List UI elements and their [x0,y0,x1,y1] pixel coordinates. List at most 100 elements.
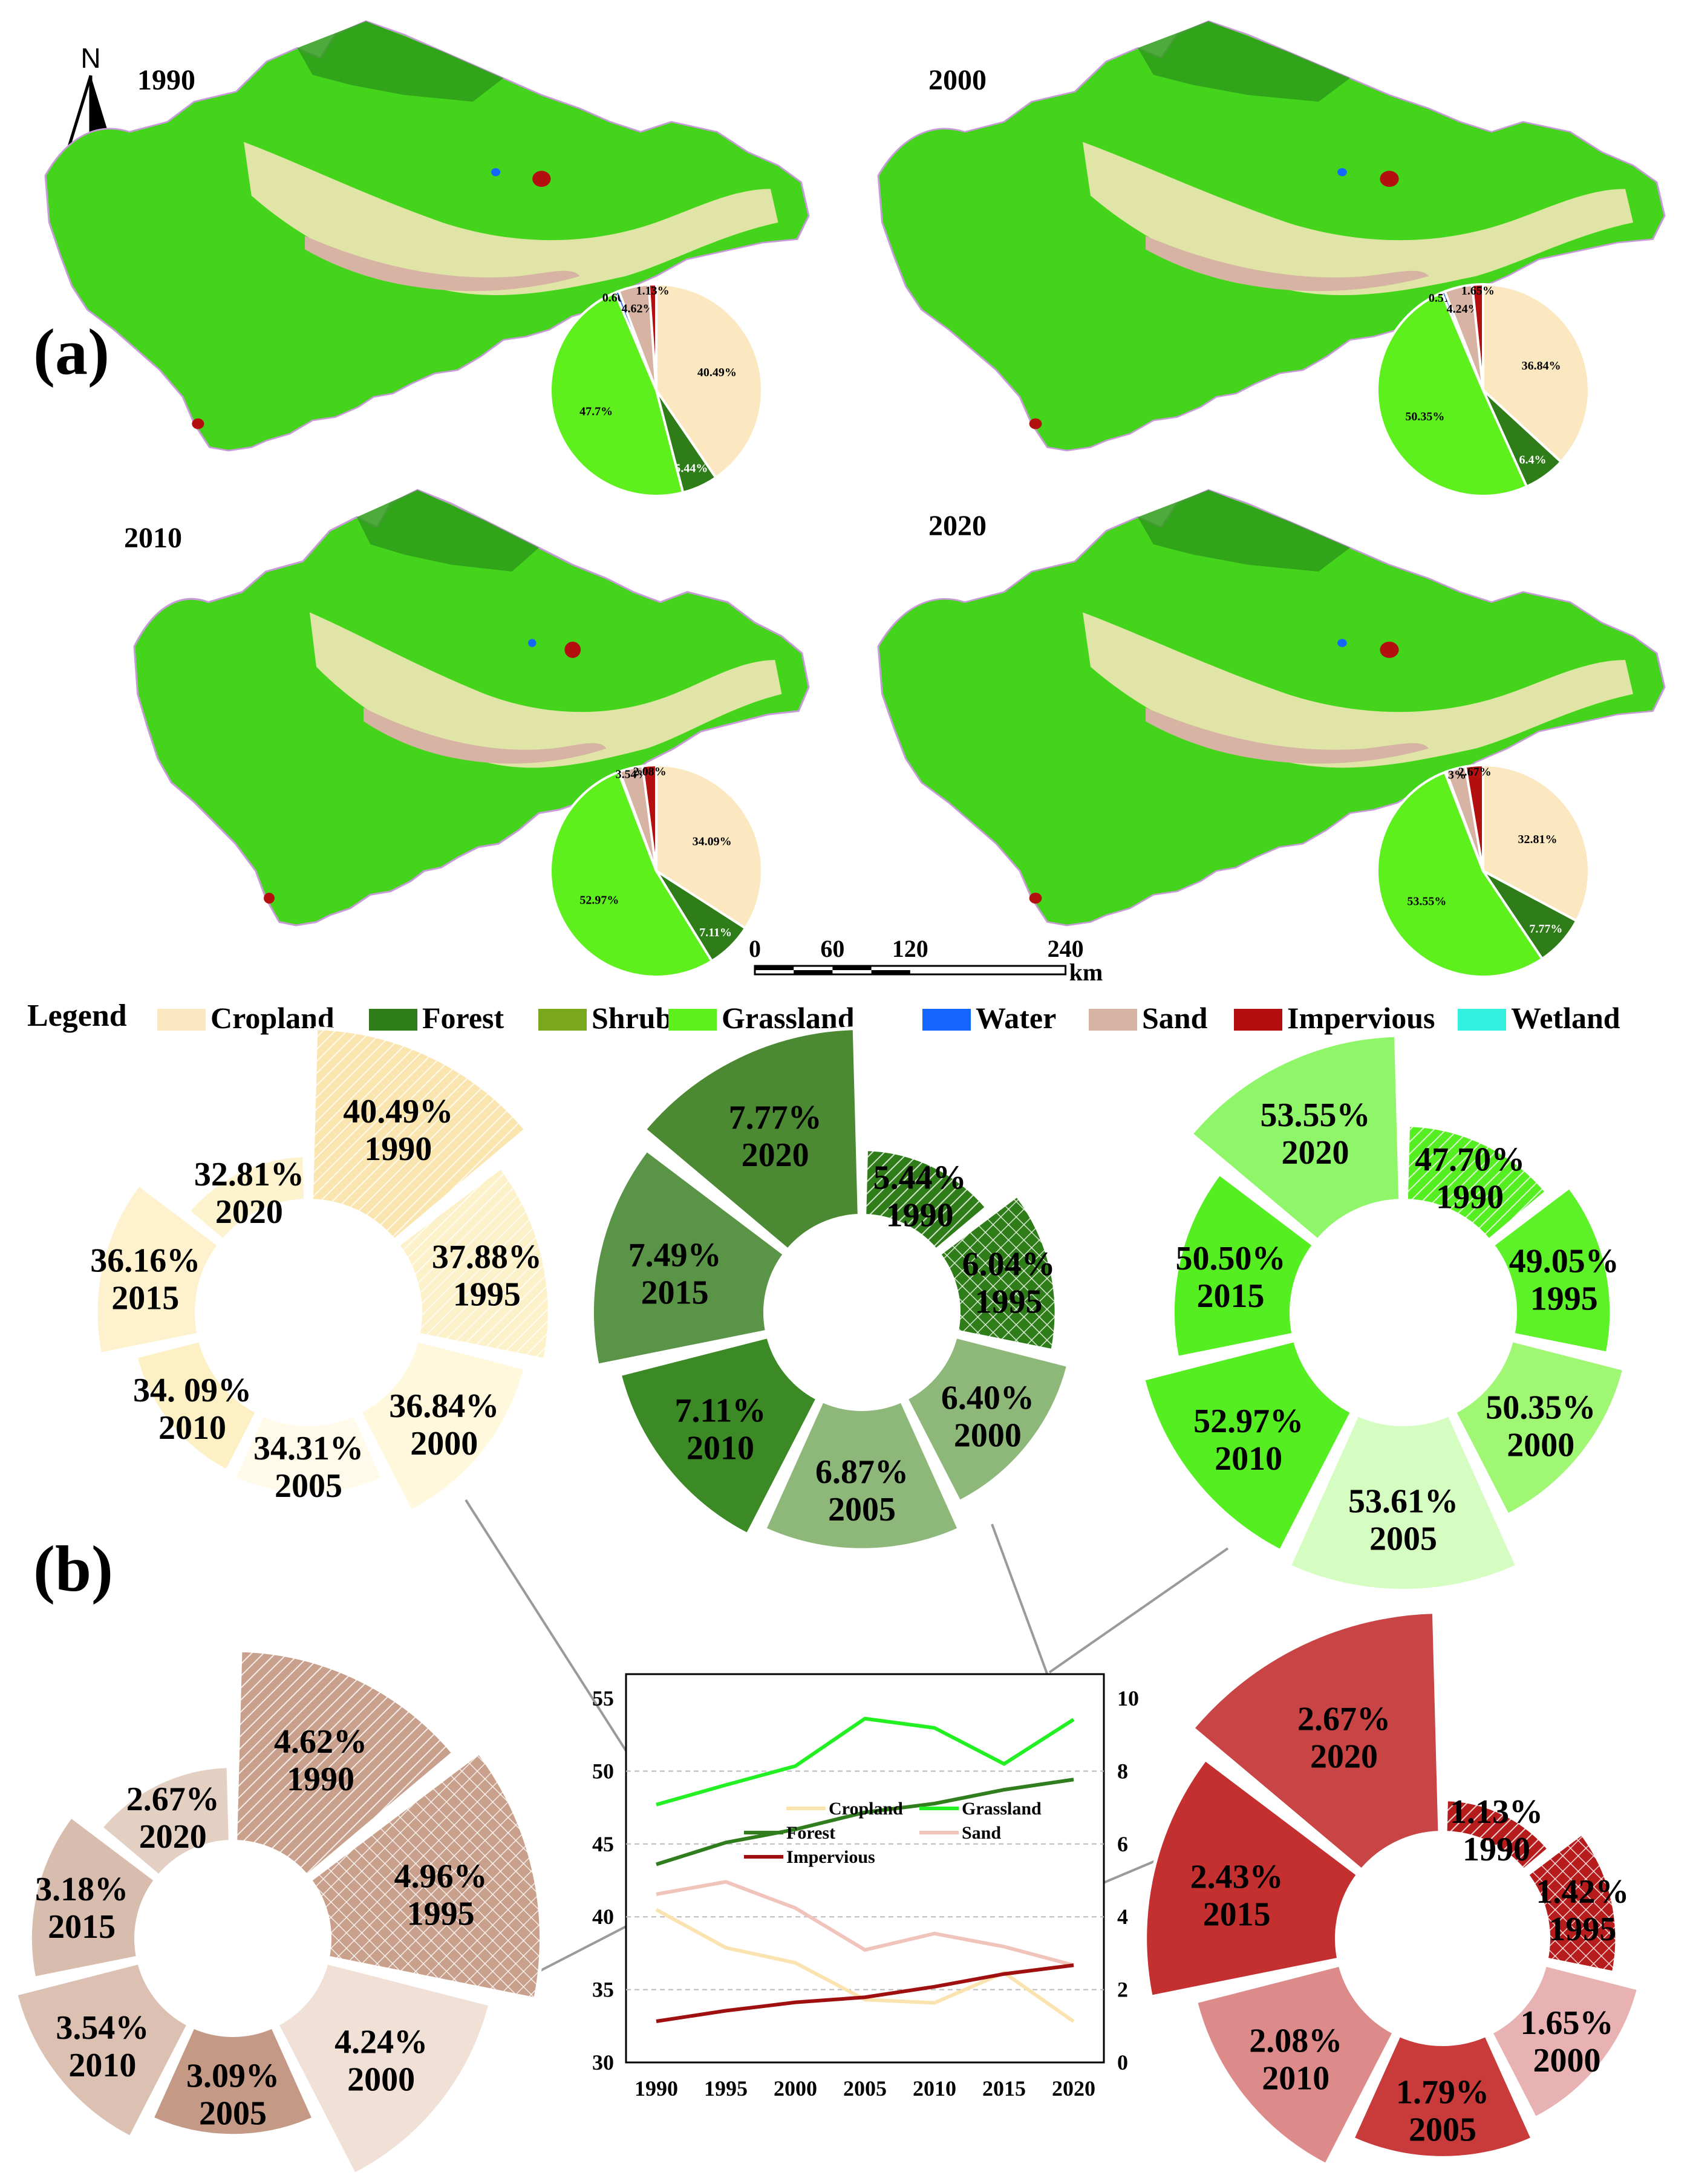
rose-value-label-2015: 7.49% [628,1236,722,1274]
trend-left-tick: 50 [592,1759,614,1783]
rose-year-label-2020: 2020 [1310,1738,1378,1775]
rose-wedge-forest-rose-2005 [762,1398,962,1552]
rose-wedge-hatch-1990 [1406,1125,1547,1240]
rose-value-label-2020: 32.81% [194,1156,304,1193]
trend-right-tick: 10 [1117,1686,1139,1710]
rose-value-label-2005: 53.61% [1348,1482,1458,1520]
pie-label-cropland-2010: 34.09% [693,835,732,849]
trend-x-tick: 2000 [774,2076,817,2101]
rose-wedge-cropland-rose-2000 [357,1338,528,1514]
map-forest-zone-2020 [1138,490,1350,572]
map-panel-2020: 2020 32.81% 7.77% 53.55% 3%2.67% [877,489,1666,978]
trend-x-tick: 2015 [982,2076,1026,2101]
pie-label-grassland-2010: 52.97% [579,894,619,907]
rose-year-label-2000: 2000 [410,1425,478,1462]
rose-wedge-sand-rose-2010 [13,1960,191,2140]
rose-year-label-2020: 2020 [742,1136,809,1174]
rose-wedge-sand-rose-2000 [275,1960,493,2177]
legend: Legend Cropland Forest Shrub Grassland Water S… [27,999,1620,1035]
trend-x-tick: 1990 [634,2076,678,2101]
rose-year-label-1995: 1995 [1548,1911,1616,1948]
rose-wedge-impervious-rose-2020 [1190,1610,1442,1873]
rose-wedge-forest-rose-2015 [590,1147,788,1368]
scale-bar-segment [794,970,833,974]
legend-label-wetland: Wetland [1511,1001,1620,1035]
scale-bar-segment [755,966,794,970]
pie-slice-grassland-2010 [549,770,714,978]
pie-chart-1990: 40.49%5.44%47.7%0.60%4.62%1.13% [549,282,763,498]
legend-swatch-grassland [668,1009,717,1031]
legend-label-water: Water [976,1001,1056,1035]
legend-swatch-cropland [157,1009,206,1031]
scale-bar-segment [871,970,910,974]
panel-label-a: (a) [33,316,109,388]
rose-year-label-1990: 1990 [1436,1178,1504,1216]
map-sand-zone-2010 [364,708,607,764]
rose-value-label-2005: 3.09% [186,2057,279,2094]
rose-value-label-1990: 40.49% [343,1093,453,1130]
rose-year-label-2015: 2015 [1197,1277,1265,1315]
rose-year-label-1995: 1995 [1530,1280,1598,1317]
map-cropland-zone-1990 [244,142,778,295]
map-urban-area-2000 [1380,171,1399,187]
pie-label-forest-1990: 5.44% [674,461,708,475]
trend-right-tick: 6 [1117,1832,1128,1856]
rose-value-label-2010: 7.11% [675,1392,766,1430]
rose-year-label-1990: 1990 [287,1761,354,1798]
map-region-2010 [133,489,810,927]
scale-bar-segment [832,966,872,970]
rose-wedge-hatch-1990 [1445,1799,1550,1871]
legend-title: Legend [27,999,127,1033]
rose-cropland-rose: 40.49%1990 37.88%1995 36.84%2000 34.31%2005… [90,1026,552,1514]
pie-label-grassland-2000: 50.35% [1405,410,1444,423]
rose-year-label-2020: 2020 [1281,1134,1349,1172]
rose-value-label-1990: 1.13% [1450,1793,1543,1831]
pie-slice-impervious-2000 [1470,282,1484,391]
trend-legend-label-forest: Forest [786,1823,835,1843]
map-urban-area-south-1990 [192,418,204,429]
rose-value-label-2005: 1.79% [1396,2073,1489,2111]
map-cropland-zone-2000 [1083,142,1633,295]
pie-slice-cropland-2000 [1482,282,1590,464]
trend-right-tick: 0 [1117,2050,1128,2075]
rose-value-label-1995: 6.04% [962,1246,1055,1283]
rose-charts: 40.49%199037.88%199536.84%200034.31%2005… [13,1026,1641,2177]
rose-wedge-impervious-rose-2000 [1488,1962,1641,2121]
pie-label-impervious-2020: 2.67% [1458,765,1492,778]
map-year-label-2000: 2000 [928,64,987,96]
trend-x-tick: 1995 [704,2076,748,2101]
rose-value-label-2020: 2.67% [1297,1700,1391,1738]
rose-wedge-sand-rose-2020 [98,1764,232,1879]
rose-wedge-hatch-1995 [397,1167,550,1360]
scale-bar-tick-label: 240 [1048,935,1084,962]
rose-value-label-2010: 2.08% [1249,2023,1342,2060]
pie-slice-grassland-1990 [549,291,685,498]
connector-line [1048,1547,1229,1674]
pie-label-forest-2020: 7.77% [1529,922,1562,936]
rose-value-label-2000: 6.40% [941,1380,1034,1417]
trend-left-tick: 40 [592,1905,614,1929]
rose-year-label-2000: 2000 [954,1417,1022,1455]
map-urban-area-2020 [1380,641,1399,658]
rose-wedge-hatch-1995 [1527,1833,1617,1973]
rose-year-label-1995: 1995 [407,1896,475,1933]
map-water-body-2020 [1337,639,1347,647]
rose-value-label-2015: 3.18% [35,1871,128,1908]
trend-series-forest [656,1778,1074,1866]
rose-year-label-2010: 2010 [158,1409,226,1447]
legend-swatch-impervious [1234,1009,1282,1031]
rose-year-label-2005: 2005 [199,2094,267,2132]
map-urban-area-south-2020 [1029,893,1042,904]
pie-slice-cropland-1990 [655,282,763,480]
trend-series-grassland [656,1716,1075,1807]
trend-legend-label-cropland: Cropland [829,1799,903,1819]
rose-year-label-2015: 2015 [48,1908,116,1946]
pie-chart-2020: 32.81% 7.77% 53.55% 3%2.67% [1376,763,1590,978]
rose-wedge-cropland-rose-2010 [133,1338,260,1474]
map-forest-zone-2010 [356,490,539,572]
rose-value-label-2015: 36.16% [90,1242,200,1279]
rose-year-label-2020: 2020 [139,1818,207,1856]
rose-year-label-2000: 2000 [1533,2042,1600,2079]
